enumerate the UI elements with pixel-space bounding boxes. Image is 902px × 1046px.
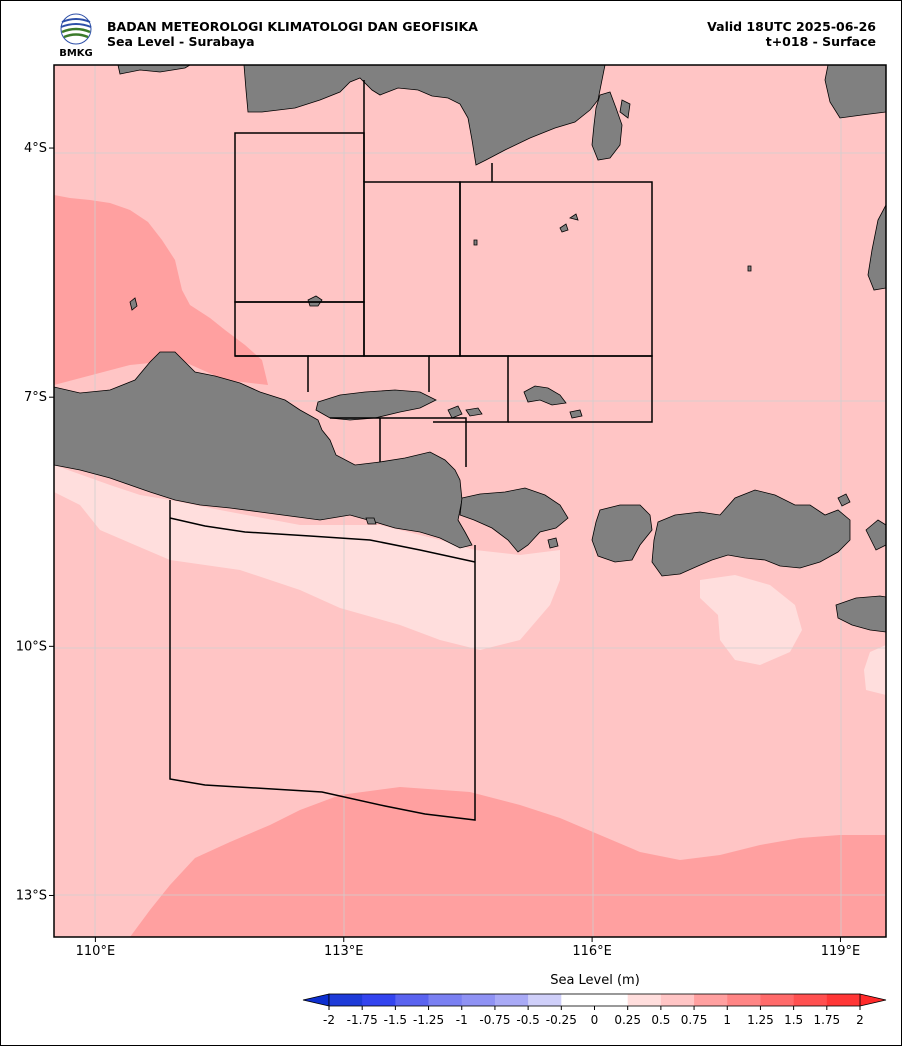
colorbar-tick-label: 0.75 bbox=[681, 1013, 708, 1027]
land-borneo bbox=[243, 65, 606, 166]
zone-boundary-madura-strait bbox=[330, 417, 467, 467]
forecast-step: t+018 - Surface bbox=[765, 34, 876, 49]
colorbar-segment bbox=[329, 994, 363, 1006]
bmkg-logo: BMKG bbox=[59, 13, 93, 58]
colorbar-tick-label: 1.75 bbox=[813, 1013, 840, 1027]
colorbar-segment bbox=[727, 994, 761, 1006]
colorbar-tick-label: 0 bbox=[591, 1013, 599, 1027]
zone-boundary-borneo-gap bbox=[363, 80, 493, 182]
colorbar-segment bbox=[594, 994, 628, 1006]
colorbar-segment bbox=[362, 994, 396, 1006]
land-islet-7 bbox=[473, 239, 478, 246]
zone-boundary-kangean bbox=[508, 355, 653, 423]
lat-tick-label: 10°S bbox=[16, 639, 47, 654]
land-sulawesi-south bbox=[867, 204, 886, 291]
longitude-axis: 110°E 113°E 116°E 119°E bbox=[76, 937, 861, 959]
latitude-axis: 4°S 7°S 10°S 13°S bbox=[16, 141, 54, 903]
colorbar-segment bbox=[561, 994, 595, 1006]
land-islet-5 bbox=[559, 223, 569, 233]
colorbar-tick-label: 0.25 bbox=[614, 1013, 641, 1027]
colorbar-segment bbox=[793, 994, 828, 1006]
land-bali bbox=[459, 487, 569, 553]
lon-tick-label: 119°E bbox=[821, 944, 861, 959]
land-islet-9 bbox=[547, 537, 559, 549]
sea-level-contour-low-south-java bbox=[54, 465, 560, 650]
land-borneo-tip bbox=[117, 65, 191, 75]
colorbar-segment bbox=[826, 994, 861, 1006]
colorbar-segment bbox=[627, 994, 662, 1006]
header-left: BADAN METEOROLOGI KLIMATOLOGI DAN GEOFIS… bbox=[107, 19, 478, 49]
land-masses bbox=[54, 65, 886, 633]
colorbar-tick-label: 1 bbox=[723, 1013, 731, 1027]
colorbar: Sea Level (m) -2 -1.75 -1.5 -1.25 -1 -0.75 -0.… bbox=[302, 973, 887, 1027]
colorbar-tick-label: -1 bbox=[456, 1013, 468, 1027]
land-sumbawa-islet-a bbox=[837, 493, 851, 507]
lat-tick-label: 7°S bbox=[24, 390, 47, 405]
land-islet-6 bbox=[569, 213, 579, 221]
lon-tick-label: 113°E bbox=[324, 944, 364, 959]
colorbar-tick-label: -1.25 bbox=[413, 1013, 444, 1027]
header-right: Valid 18UTC 2025-06-26 t+018 - Surface bbox=[707, 19, 876, 49]
land-islet-10 bbox=[365, 517, 377, 525]
colorbar-under-arrow bbox=[302, 993, 330, 1007]
land-kangean bbox=[523, 385, 567, 406]
sea-level-contour-high-south bbox=[130, 787, 886, 937]
colorbar-segment bbox=[494, 994, 529, 1006]
colorbar-title: Sea Level (m) bbox=[550, 973, 640, 988]
land-java bbox=[54, 351, 473, 549]
valid-time: Valid 18UTC 2025-06-26 bbox=[707, 19, 876, 34]
colorbar-tick-label: 1.5 bbox=[784, 1013, 803, 1027]
land-islet-4 bbox=[129, 297, 138, 311]
colorbar-tick-label: -1.5 bbox=[384, 1013, 407, 1027]
lon-tick-label: 116°E bbox=[572, 944, 612, 959]
sea-level-contour-low-south-nusa bbox=[700, 575, 802, 665]
colorbar-segment bbox=[428, 994, 463, 1006]
land-islet-2 bbox=[465, 407, 483, 417]
product-subtitle: Sea Level - Surabaya bbox=[107, 34, 255, 49]
colorbar-tick-label: -0.25 bbox=[546, 1013, 577, 1027]
land-bawean bbox=[307, 295, 323, 307]
zone-boundary-south-java-coastal bbox=[169, 517, 476, 563]
land-islet-1 bbox=[447, 405, 463, 419]
forecast-zone-boundaries bbox=[169, 80, 653, 821]
logo-text: BMKG bbox=[59, 48, 93, 58]
colorbar-segment bbox=[694, 994, 728, 1006]
land-lombok bbox=[591, 504, 653, 563]
colorbar-tick-label: -2 bbox=[323, 1013, 335, 1027]
colorbar-tick-label: 1.25 bbox=[747, 1013, 774, 1027]
land-sebuku bbox=[619, 99, 631, 119]
agency-title: BADAN METEOROLOGI KLIMATOLOGI DAN GEOFIS… bbox=[107, 19, 478, 34]
lat-tick-label: 4°S bbox=[24, 141, 47, 156]
land-islet-8 bbox=[747, 265, 752, 272]
land-sumbawa bbox=[651, 489, 851, 577]
colorbar-tick-label: 0.5 bbox=[651, 1013, 670, 1027]
colorbar-segment bbox=[395, 994, 429, 1006]
land-sumbawa-islet-b bbox=[865, 519, 886, 551]
colorbar-tick-label: -0.75 bbox=[479, 1013, 510, 1027]
colorbar-segment bbox=[760, 994, 794, 1006]
land-islet-3 bbox=[569, 409, 583, 419]
lat-tick-label: 13°S bbox=[16, 888, 47, 903]
lon-tick-label: 110°E bbox=[76, 944, 116, 959]
sea-level-contour-high-nw bbox=[54, 195, 268, 385]
map-border bbox=[53, 64, 887, 938]
colorbar-over-arrow bbox=[859, 993, 887, 1007]
land-sulawesi bbox=[824, 65, 886, 119]
land-sumba bbox=[835, 595, 886, 633]
colorbar-tick-label: -1.75 bbox=[347, 1013, 378, 1027]
zone-boundary-south-java-ocean bbox=[169, 500, 476, 821]
colorbar-tick-label: 2 bbox=[856, 1013, 864, 1027]
zone-boundary-madura-east bbox=[429, 355, 509, 423]
colorbar-segment bbox=[461, 994, 496, 1006]
colorbar-segment bbox=[660, 994, 695, 1006]
colorbar-tick-label: -0.5 bbox=[516, 1013, 539, 1027]
land-laut-island bbox=[591, 91, 623, 161]
sea-level-contour-low-east bbox=[864, 645, 886, 695]
colorbar-segment bbox=[528, 994, 562, 1006]
map-plot-area bbox=[54, 65, 886, 937]
